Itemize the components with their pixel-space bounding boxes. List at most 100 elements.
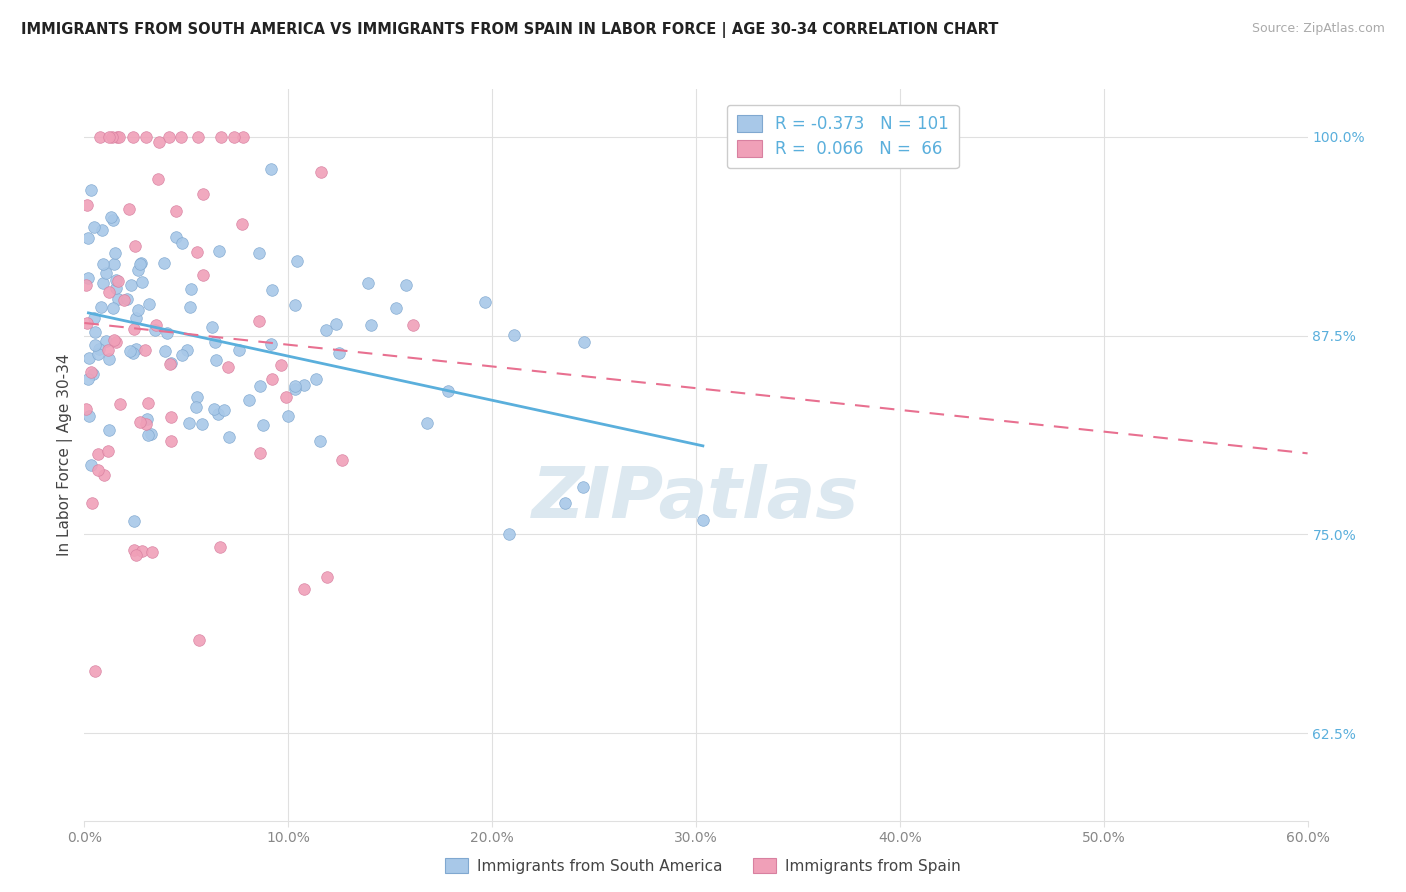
- Point: [127, 302, 149, 317]
- Point: [122, 322, 145, 336]
- Point: [153, 256, 176, 270]
- Point: [330, 453, 353, 467]
- Point: [108, 397, 131, 411]
- Point: [86, 463, 108, 477]
- Point: [118, 202, 141, 216]
- Point: [180, 282, 202, 296]
- Point: [284, 382, 307, 396]
- Point: [80, 183, 103, 197]
- Point: [91, 276, 114, 290]
- Legend: Immigrants from South America, Immigrants from Spain: Immigrants from South America, Immigrant…: [439, 852, 967, 880]
- Point: [249, 246, 271, 260]
- Point: [554, 496, 576, 510]
- Point: [87, 343, 110, 357]
- Point: [131, 275, 153, 289]
- Point: [160, 356, 183, 370]
- Point: [148, 135, 170, 149]
- Point: [93, 468, 115, 483]
- Point: [170, 235, 193, 250]
- Point: [84, 338, 107, 352]
- Point: [159, 357, 181, 371]
- Point: [292, 582, 315, 596]
- Point: [179, 300, 201, 314]
- Legend: R = -0.373   N = 101, R =  0.066   N =  66: R = -0.373 N = 101, R = 0.066 N = 66: [727, 105, 959, 168]
- Point: [309, 165, 332, 179]
- Point: [84, 325, 107, 339]
- Point: [105, 281, 128, 295]
- Point: [285, 253, 308, 268]
- Point: [118, 344, 141, 359]
- Point: [97, 352, 120, 367]
- Point: [101, 212, 124, 227]
- Point: [416, 416, 439, 430]
- Point: [125, 342, 148, 356]
- Point: [201, 320, 224, 334]
- Point: [209, 129, 232, 144]
- Point: [127, 262, 149, 277]
- Point: [284, 298, 307, 312]
- Point: [145, 318, 167, 333]
- Point: [135, 129, 157, 144]
- Point: [692, 513, 714, 527]
- Point: [262, 283, 284, 297]
- Point: [90, 300, 112, 314]
- Point: [202, 401, 225, 416]
- Point: [191, 187, 214, 202]
- Point: [97, 444, 120, 458]
- Point: [124, 239, 146, 253]
- Point: [204, 335, 226, 350]
- Text: ZIPatlas: ZIPatlas: [533, 465, 859, 533]
- Point: [136, 427, 159, 442]
- Point: [83, 310, 105, 325]
- Point: [136, 396, 159, 410]
- Point: [328, 346, 350, 360]
- Point: [129, 257, 152, 271]
- Point: [75, 278, 97, 293]
- Point: [86, 346, 108, 360]
- Point: [474, 294, 496, 309]
- Point: [208, 244, 231, 258]
- Point: [77, 372, 100, 386]
- Point: [159, 434, 181, 448]
- Point: [498, 527, 520, 541]
- Point: [503, 327, 526, 342]
- Point: [165, 204, 187, 219]
- Point: [87, 447, 110, 461]
- Point: [80, 458, 103, 472]
- Point: [83, 219, 105, 234]
- Point: [304, 371, 326, 385]
- Point: [76, 197, 98, 211]
- Point: [153, 344, 176, 359]
- Point: [292, 378, 315, 392]
- Point: [176, 343, 198, 357]
- Point: [277, 409, 299, 423]
- Point: [187, 633, 209, 648]
- Point: [98, 285, 121, 300]
- Point: [107, 274, 129, 288]
- Point: [76, 316, 98, 330]
- Point: [100, 129, 122, 144]
- Point: [270, 358, 292, 372]
- Point: [249, 378, 271, 392]
- Point: [284, 379, 307, 393]
- Point: [138, 296, 160, 310]
- Point: [77, 231, 100, 245]
- Point: [122, 514, 145, 528]
- Point: [186, 390, 208, 404]
- Point: [80, 365, 103, 379]
- Point: [574, 335, 596, 350]
- Point: [129, 415, 152, 429]
- Y-axis label: In Labor Force | Age 30-34: In Labor Force | Age 30-34: [58, 353, 73, 557]
- Point: [94, 266, 117, 280]
- Point: [89, 130, 111, 145]
- Point: [84, 664, 107, 678]
- Point: [238, 393, 260, 408]
- Point: [77, 271, 100, 285]
- Point: [156, 326, 179, 340]
- Point: [170, 349, 193, 363]
- Point: [157, 129, 180, 144]
- Point: [160, 410, 183, 425]
- Point: [136, 411, 159, 425]
- Point: [309, 434, 332, 448]
- Point: [108, 129, 131, 144]
